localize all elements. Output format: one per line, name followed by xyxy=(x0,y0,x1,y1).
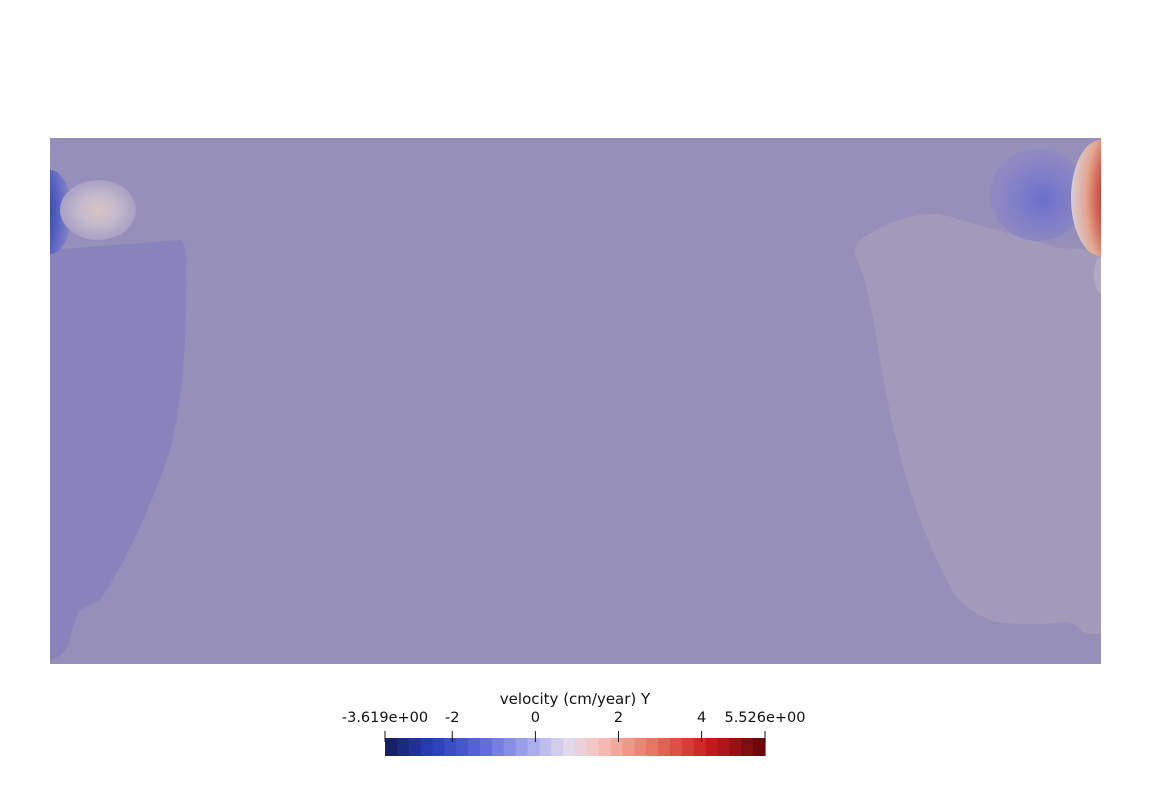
colorbar-segment xyxy=(646,738,659,756)
colorbar-segment xyxy=(408,738,422,756)
colorbar-max-label: 5.526e+00 xyxy=(724,710,806,726)
colorbar-segment xyxy=(420,738,434,756)
colorbar-segment xyxy=(444,738,457,756)
colorbar-segment xyxy=(681,738,695,756)
colorbar-segment xyxy=(741,738,754,756)
domain-field xyxy=(50,138,1101,664)
colorbar-segment xyxy=(468,738,481,756)
colorbar-segment xyxy=(575,738,588,756)
colorbar xyxy=(385,738,766,756)
colorbar-tick-label: 4 xyxy=(696,710,707,726)
right-small-anomaly xyxy=(1094,257,1101,293)
colorbar-segment xyxy=(658,738,671,756)
colorbar-segment xyxy=(491,738,505,756)
colorbar-segment xyxy=(396,738,410,756)
colorbar-segment xyxy=(693,738,707,756)
colorbar-segment xyxy=(456,738,469,756)
colorbar-segment xyxy=(586,738,600,756)
colorbar-segment xyxy=(539,738,552,756)
right-upwelling-region xyxy=(854,213,1101,634)
colorbar-tick-label: -2 xyxy=(445,710,460,726)
colorbar-min-label: -3.619e+00 xyxy=(341,710,429,726)
colorbar-segment xyxy=(503,738,517,756)
colorbar-segment xyxy=(480,738,493,756)
right-positive-anomaly xyxy=(1071,140,1101,256)
colorbar-segment xyxy=(670,738,683,756)
colorbar-segment xyxy=(610,738,624,756)
colorbar-tick-marks xyxy=(384,731,766,742)
colorbar-segment xyxy=(705,738,719,756)
colorbar-segment xyxy=(729,738,742,756)
colorbar-tick-label: 2 xyxy=(613,710,624,726)
left-positive-anomaly xyxy=(60,180,136,240)
colorbar-segment xyxy=(717,738,730,756)
right-negative-anomaly xyxy=(990,149,1086,241)
colorbar-segment xyxy=(527,738,540,756)
colorbar-segment xyxy=(598,738,612,756)
colorbar-segment xyxy=(563,738,576,756)
left-downwelling-region xyxy=(50,240,187,660)
colorbar-segment xyxy=(515,738,529,756)
colorbar-segment xyxy=(385,738,398,756)
colorbar-segment xyxy=(622,738,635,756)
colorbar-segment xyxy=(432,738,445,756)
colorbar-segment xyxy=(634,738,647,756)
colorbar-segment xyxy=(753,738,766,756)
colorbar-tick-label: 0 xyxy=(530,710,540,726)
colorbar-segment xyxy=(551,738,564,756)
colorbar-title: velocity (cm/year) Y xyxy=(499,690,651,708)
